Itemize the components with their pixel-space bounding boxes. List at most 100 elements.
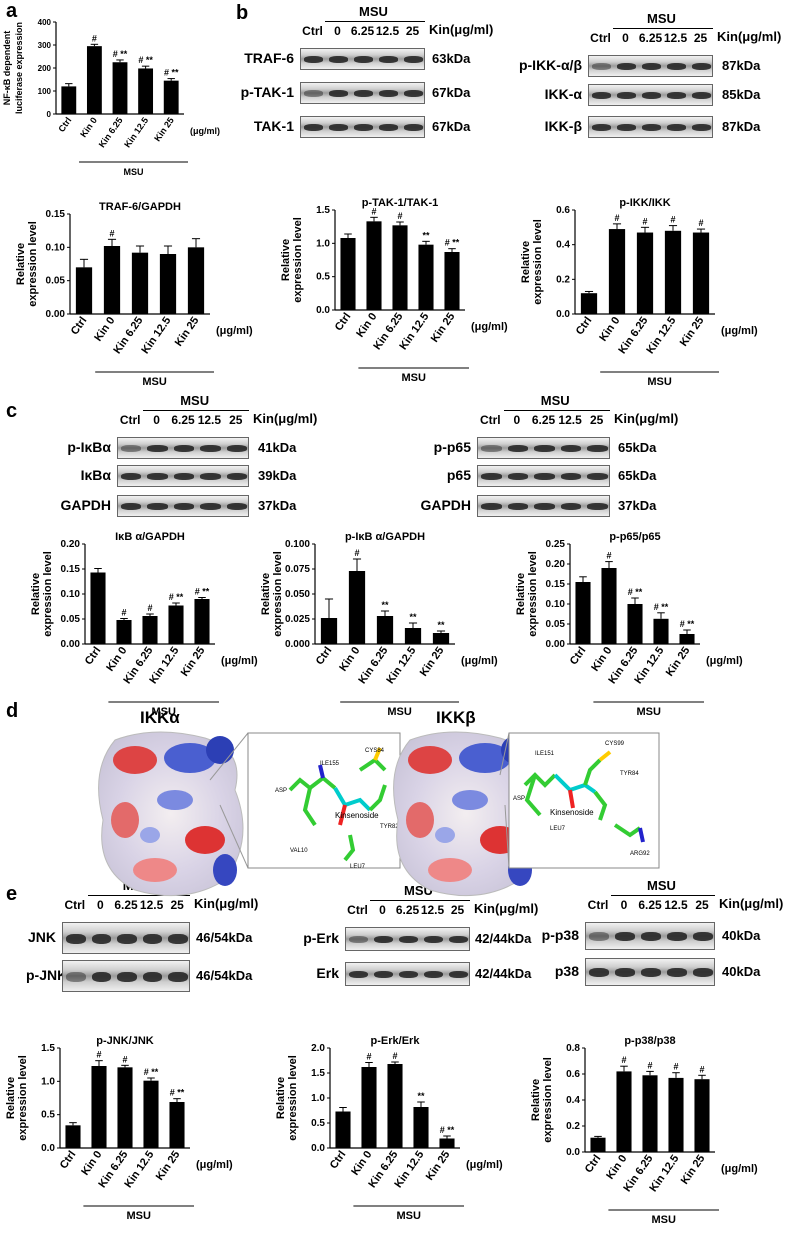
y-tick-label: 0.025 bbox=[285, 614, 310, 625]
y-axis-label: Relativeexpression level bbox=[275, 1055, 299, 1141]
msu-label: MSU bbox=[124, 167, 144, 177]
panel-letter-d: d bbox=[6, 700, 19, 722]
band bbox=[226, 473, 247, 480]
msu-label: MSU bbox=[151, 706, 176, 718]
panel-letter-b: b bbox=[236, 2, 249, 24]
bar bbox=[65, 1125, 81, 1148]
protein-label: p-IKK-α/β bbox=[518, 57, 582, 73]
chart-perk: p-Erk/Erk Relativeexpression level 0.0 0.5 1… bbox=[265, 1035, 520, 1233]
bar bbox=[335, 1111, 351, 1148]
band bbox=[592, 63, 611, 70]
y-tick-label: 0.00 bbox=[546, 639, 566, 650]
band bbox=[615, 968, 635, 978]
protein-label: p-JNK bbox=[26, 967, 68, 983]
band bbox=[560, 445, 582, 452]
lane-label: 25 bbox=[229, 413, 243, 427]
msu-label: MSU bbox=[387, 706, 412, 718]
band bbox=[449, 935, 468, 944]
significance-mark: # bbox=[96, 1050, 101, 1060]
blot-band-strip bbox=[588, 116, 713, 138]
bar bbox=[668, 1077, 684, 1152]
lane-label: 25 bbox=[693, 31, 708, 45]
band bbox=[587, 445, 608, 452]
category-label: Kin 0 bbox=[349, 1149, 374, 1178]
blot-band-strip bbox=[62, 960, 190, 992]
lane-label: 6.25 bbox=[350, 24, 375, 38]
bar bbox=[187, 247, 205, 314]
unit-label: (μg/ml) bbox=[471, 321, 508, 333]
chart-pp65: p-p65/p65 Relativeexpression level 0.00 0.0… bbox=[500, 531, 760, 729]
kin-unit-label: Kin(μg/ml) bbox=[429, 22, 494, 37]
chart-svg: IκB α/GAPDH Relativeexpression level 0.00 0… bbox=[30, 531, 258, 718]
lane-label: Ctrl bbox=[587, 898, 609, 912]
y-tick-label: 0.15 bbox=[46, 209, 66, 220]
band bbox=[481, 445, 502, 452]
category-label: Kin 25 bbox=[424, 1149, 453, 1183]
band bbox=[481, 473, 502, 480]
band bbox=[329, 124, 348, 131]
y-tick-label: 100 bbox=[38, 87, 52, 96]
msu-bracket-line bbox=[87, 895, 190, 896]
msu-bracket-line bbox=[143, 410, 249, 411]
chart-svg: p-IKK/IKK Relativeexpression level 0.0 0.2 0… bbox=[520, 197, 758, 388]
msu-label: MSU bbox=[126, 1210, 151, 1222]
band bbox=[379, 56, 398, 63]
bar bbox=[340, 238, 356, 310]
significance-mark: # bbox=[366, 1052, 371, 1062]
bar bbox=[590, 1137, 606, 1152]
bar bbox=[361, 1067, 377, 1148]
y-tick-label: 0.8 bbox=[566, 1043, 580, 1054]
protein-label: p38 bbox=[554, 963, 579, 979]
y-axis-label: Relativeexpression level bbox=[530, 1057, 554, 1143]
y-tick-label: 0.00 bbox=[61, 639, 81, 650]
chart-svg: p-p38/p38 Relativeexpression level 0.0 0.2 0… bbox=[530, 1035, 758, 1226]
msu-label: MSU bbox=[647, 878, 676, 893]
chart-pikba: p-IκB α/GAPDH Relativeexpression level 0.0… bbox=[250, 531, 515, 729]
ikkb-residue-3: TYR84 bbox=[620, 771, 639, 777]
ikkb-residue-2: CYS99 bbox=[605, 741, 625, 747]
lane-label: Ctrl bbox=[347, 903, 368, 917]
band bbox=[173, 473, 195, 480]
band bbox=[617, 63, 636, 70]
y-tick-label: 1.5 bbox=[41, 1043, 55, 1054]
significance-mark: # bbox=[122, 1054, 127, 1064]
y-axis-label: Relativeexpression level bbox=[15, 221, 39, 307]
bar bbox=[143, 1080, 159, 1148]
band bbox=[379, 90, 398, 97]
bar bbox=[138, 68, 154, 114]
bar bbox=[653, 618, 669, 644]
unit-label: (μg/ml) bbox=[721, 1163, 758, 1175]
panel-letter-e: e bbox=[6, 883, 18, 905]
protein-label: p-IκBα bbox=[67, 439, 111, 455]
lane-label: 12.5 bbox=[663, 31, 688, 45]
chart-svg: p-IκB α/GAPDH Relativeexpression level0.0… bbox=[260, 531, 498, 718]
category-label: Kin 0 bbox=[354, 311, 379, 340]
y-tick-label: 0.000 bbox=[285, 639, 310, 650]
bar bbox=[692, 232, 710, 314]
lane-label: 25 bbox=[170, 898, 184, 912]
band bbox=[507, 445, 529, 452]
band bbox=[693, 932, 713, 942]
blot-band-strip bbox=[117, 465, 249, 487]
lane-label: 0 bbox=[513, 413, 521, 427]
protein-label: TAK-1 bbox=[253, 118, 294, 134]
category-label: Kin 25 bbox=[418, 645, 447, 679]
category-label: Kin 12.5 bbox=[384, 645, 418, 686]
msu-label: MSU bbox=[647, 376, 672, 388]
y-tick-label: 0.05 bbox=[546, 619, 566, 630]
significance-mark: # bbox=[121, 608, 126, 618]
band bbox=[692, 92, 711, 99]
band bbox=[641, 932, 661, 942]
band bbox=[667, 92, 686, 99]
lane-label: 6.25 bbox=[114, 898, 138, 912]
msu-label: MSU bbox=[142, 376, 167, 388]
category-label: Kin 0 bbox=[337, 645, 362, 674]
y-axis-label: Relativeexpression level bbox=[515, 551, 539, 637]
chart-pjnk: p-JNK/JNK Relativeexpression level 0.0 0.5 1… bbox=[0, 1035, 250, 1233]
band bbox=[142, 971, 163, 982]
bar bbox=[413, 1107, 429, 1148]
significance-mark: # bbox=[670, 215, 675, 225]
category-label: Ctrl bbox=[333, 311, 354, 333]
bar bbox=[116, 620, 132, 644]
band bbox=[667, 968, 687, 978]
